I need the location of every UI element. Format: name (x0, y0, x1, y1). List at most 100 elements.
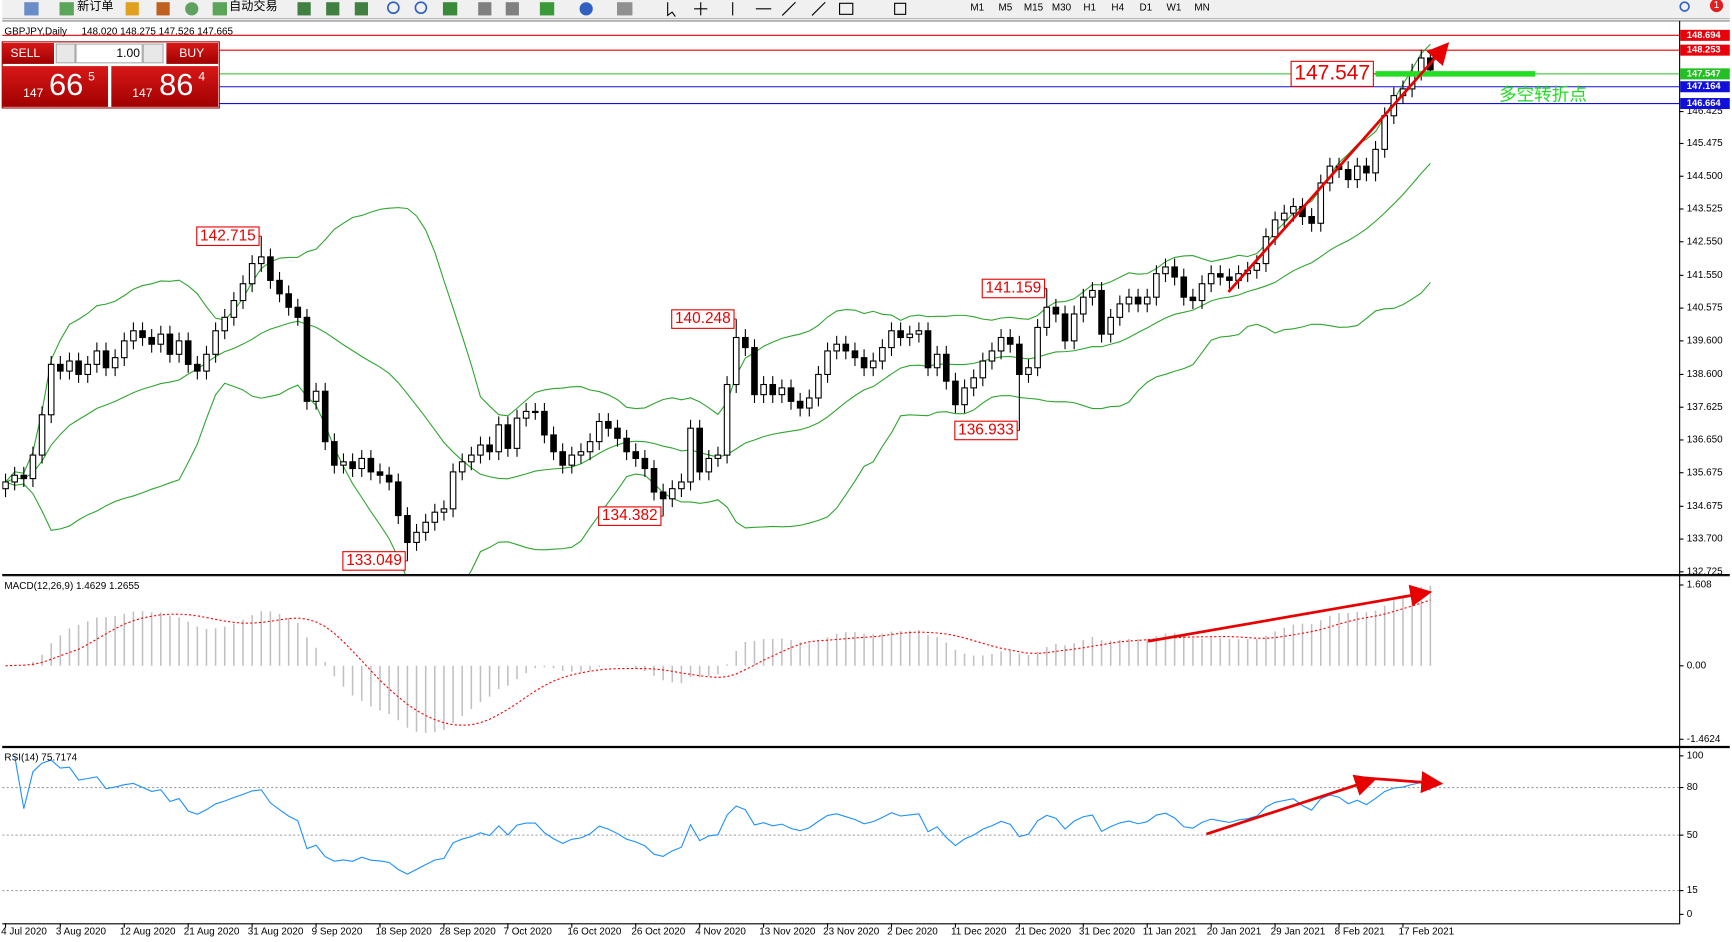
fibo-icon[interactable] (839, 2, 854, 15)
notification-badge[interactable] (1709, 0, 1724, 13)
timeframe-button[interactable]: M5 (998, 2, 1012, 13)
y-tick-label: 140.575 (1687, 303, 1723, 314)
timeframe-button[interactable]: M1 (970, 2, 984, 13)
tool-icon[interactable] (156, 2, 170, 16)
candle-body (394, 481, 402, 517)
timeframe-button[interactable]: H1 (1083, 2, 1096, 13)
auto-trading-icon[interactable] (212, 2, 227, 16)
candle-body (605, 420, 612, 429)
candle-body (732, 336, 740, 386)
tool-icon[interactable] (185, 2, 199, 16)
tool-icon[interactable] (478, 2, 492, 16)
buy-price-box[interactable] (111, 66, 219, 107)
x-tick-label: 4 Nov 2020 (695, 927, 746, 938)
buy-price-pips: 86 (159, 67, 193, 102)
timeframe-button[interactable]: MN (1194, 2, 1209, 13)
y-tick-label: 1.608 (1687, 580, 1712, 591)
tool-icon[interactable] (297, 2, 311, 16)
candle-body (1271, 219, 1279, 238)
candle-body (668, 488, 676, 500)
candle-body (522, 410, 530, 419)
trendline-icon[interactable] (781, 1, 796, 16)
candle-body (1098, 289, 1105, 335)
candle-body (595, 420, 603, 443)
crosshair-icon[interactable] (694, 2, 708, 16)
lots-input[interactable] (75, 43, 143, 64)
candle-body (824, 350, 831, 376)
zoom-out-icon[interactable] (414, 1, 428, 15)
lots-value[interactable]: 1.00 (116, 46, 140, 60)
candle-body (1079, 296, 1087, 315)
candle-body (796, 400, 804, 409)
candle-body (230, 299, 238, 318)
tool-icon[interactable] (579, 2, 593, 16)
buy-price-point: 4 (198, 69, 205, 83)
candle-body (1353, 165, 1361, 181)
tool-icon[interactable] (505, 2, 519, 16)
tool-icon[interactable] (326, 2, 340, 16)
sell-price-box[interactable] (2, 66, 108, 107)
ohlc-header: 148.020 148.275 147.526 147.665 (82, 27, 234, 38)
y-tick-label: 145.475 (1687, 138, 1723, 149)
candle-body (550, 434, 557, 453)
new-order-button[interactable]: 新订单 (77, 0, 113, 13)
candle-body (1089, 289, 1096, 298)
candle-body (1143, 296, 1151, 305)
candle-body (47, 363, 55, 416)
candle-body (577, 451, 585, 456)
tool-icon[interactable] (617, 2, 633, 16)
buy-label[interactable]: BUY (179, 46, 204, 60)
annotation: 142.715 (200, 227, 256, 244)
candle-body (285, 293, 292, 308)
zoom-in-icon[interactable] (387, 1, 400, 15)
candle-body (942, 353, 950, 382)
candle-body (321, 390, 329, 443)
candle-body (29, 454, 37, 480)
auto-trading-button[interactable]: 自动交易 (229, 0, 277, 13)
candle-body (531, 410, 539, 414)
candle-body (75, 360, 82, 376)
price-line-label: 148.253 (1687, 45, 1721, 55)
candle-body (458, 461, 466, 473)
timeframe-button[interactable]: M15 (1024, 2, 1044, 13)
tool-icon[interactable] (539, 2, 555, 16)
sell-button[interactable] (2, 42, 55, 64)
timeframe-button[interactable]: H4 (1111, 2, 1124, 13)
tool-icon[interactable] (125, 2, 139, 16)
buy-button[interactable] (166, 42, 219, 64)
y-tick-label: 146.425 (1687, 106, 1723, 117)
sell-label[interactable]: SELL (11, 46, 41, 60)
timeframe-button[interactable]: W1 (1167, 2, 1182, 13)
x-tick-label: 12 Aug 2020 (120, 927, 176, 938)
buy-price-big: 147 (132, 86, 152, 100)
lots-down[interactable] (55, 43, 76, 64)
candle-body (1363, 165, 1370, 174)
text-icon[interactable] (894, 2, 907, 15)
x-tick-label: 16 Oct 2020 (567, 927, 621, 938)
candle-body (1253, 263, 1261, 271)
price-line-label-bg (1680, 68, 1730, 80)
y-tick-label: -1.4624 (1687, 734, 1721, 745)
candle-body (742, 336, 749, 349)
cursor-icon[interactable] (667, 2, 676, 17)
price-line-label: 147.547 (1687, 68, 1721, 78)
candle-body (120, 340, 128, 359)
channel-icon[interactable] (811, 1, 826, 16)
tool-icon[interactable] (354, 2, 369, 16)
timeframe-button[interactable]: M30 (1052, 2, 1072, 13)
candle-body (1180, 276, 1188, 298)
macd-panel (5, 585, 1432, 733)
search-icon[interactable] (1679, 1, 1690, 12)
candle-body (1189, 296, 1197, 302)
tool-icon[interactable] (24, 2, 39, 16)
candle-body (267, 256, 274, 281)
new-order-icon[interactable] (59, 2, 74, 16)
timeframe-button[interactable]: D1 (1140, 2, 1153, 13)
candle-body (203, 353, 210, 372)
rsi-line (14, 755, 1431, 875)
candle-body (586, 441, 594, 453)
candle-body (239, 283, 247, 302)
tool-icon[interactable] (442, 2, 458, 16)
lots-up[interactable] (142, 43, 164, 64)
candle-body (331, 441, 338, 466)
